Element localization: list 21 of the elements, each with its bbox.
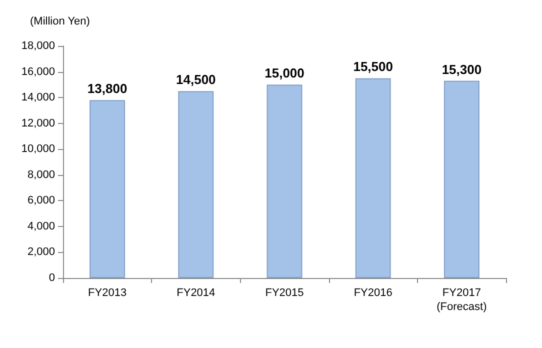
y-tick-label: 18,000 bbox=[21, 40, 55, 52]
y-tick-label: 0 bbox=[48, 272, 55, 284]
data-label: 15,300 bbox=[442, 62, 482, 77]
y-tick-label: 4,000 bbox=[27, 220, 55, 232]
y-tick-label: 6,000 bbox=[27, 194, 55, 207]
y-tick-label: 12,000 bbox=[21, 117, 55, 130]
y-tick-label: 8,000 bbox=[27, 168, 55, 181]
y-tick-label: 2,000 bbox=[27, 246, 55, 258]
data-label: 15,000 bbox=[264, 66, 304, 81]
y-tick-label: 16,000 bbox=[21, 66, 55, 78]
y-axis-title: (Million Yen) bbox=[30, 16, 90, 28]
x-tick-label: FY2017 (Forecast) bbox=[436, 287, 487, 313]
x-tick-label: FY2014 bbox=[176, 287, 216, 299]
data-label: 15,500 bbox=[353, 59, 393, 74]
x-tick-label: FY2013 bbox=[88, 287, 127, 299]
data-label: 13,800 bbox=[87, 81, 128, 96]
x-tick-label: FY2015 bbox=[265, 287, 304, 299]
y-tick-label: 10,000 bbox=[21, 143, 55, 156]
x-tick-label: FY2016 bbox=[354, 287, 392, 299]
data-label: 14,500 bbox=[176, 72, 216, 88]
y-tick-label: 14,000 bbox=[21, 92, 55, 104]
